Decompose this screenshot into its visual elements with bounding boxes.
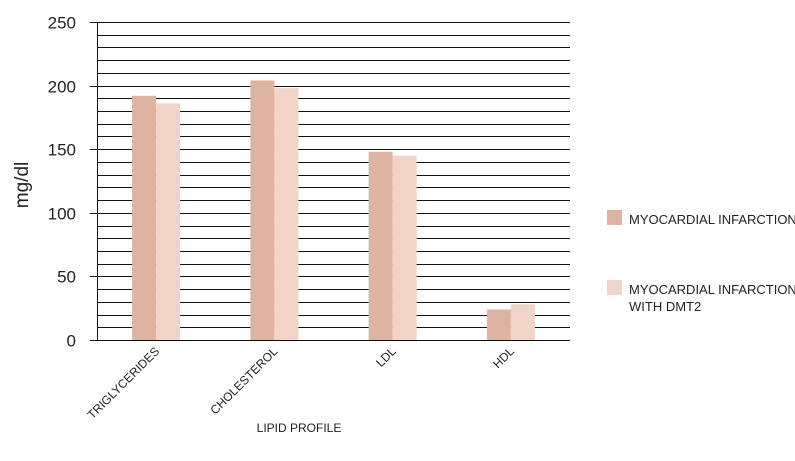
y-tick-label: 50 [57,268,76,287]
y-tick-label: 150 [48,141,76,160]
y-tick-label: 200 [48,78,76,97]
legend-label: MYOCARDIAL INFARCTION WITH DMT2 [629,282,795,314]
bar [156,103,181,341]
x-tick-label: TRIGLYCERIDES [85,344,163,422]
bar [368,151,393,340]
legend-swatch [607,280,622,295]
x-axis-title: LIPID PROFILE [257,421,342,435]
legend: MYOCARDIAL INFARCTION MYOCARDIAL INFARCTI… [607,210,795,314]
bar [132,95,157,340]
x-tick-label: HDL [490,344,517,371]
bar [486,309,511,340]
x-axis: TRIGLYCERIDES CHOLESTEROL LDL HDL [85,344,518,422]
x-tick-label: LDL [373,344,399,370]
bar [392,155,417,340]
bar [274,88,299,340]
y-tick-label: 100 [48,205,76,224]
x-tick-label: CHOLESTEROL [207,344,280,417]
y-axis-title: mg/dl [12,162,33,208]
legend-label: MYOCARDIAL INFARCTION [629,212,795,227]
legend-swatch [607,210,622,225]
y-axis: 0 50 100 150 200 250 [48,14,98,351]
bar [250,80,275,341]
y-tick-label: 0 [67,332,76,351]
bars [132,80,535,341]
y-tick-label: 250 [48,14,76,33]
bar [510,304,535,340]
